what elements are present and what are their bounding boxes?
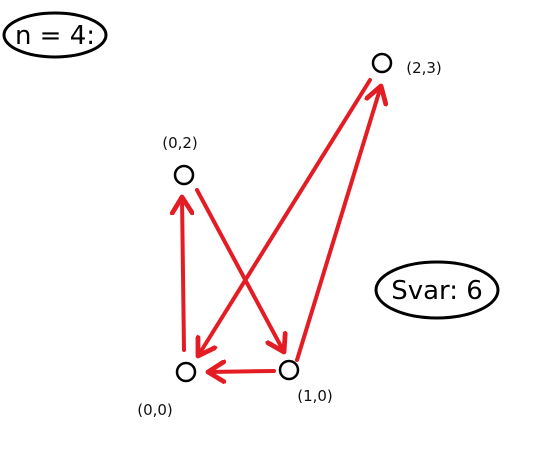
header-label: n = 4: <box>15 21 95 51</box>
header-ellipse <box>2 11 108 59</box>
node-0-2: (0,2) <box>162 134 198 186</box>
node-label: (1,0) <box>297 387 333 405</box>
node-circle <box>175 361 197 383</box>
answer-badge: Svar: 6 <box>374 260 500 320</box>
node-0-0: (0,0) <box>137 361 197 419</box>
edges-group <box>182 78 381 372</box>
edge-1-0-to-2-3 <box>295 86 381 362</box>
node-label: (0,0) <box>137 401 173 419</box>
header-badge: n = 4: <box>2 11 108 59</box>
edge-0-0-to-0-2 <box>182 197 184 352</box>
node-1-0: (1,0) <box>278 359 333 405</box>
answer-ellipse <box>374 260 500 320</box>
nodes-group: (0,0) (1,0) (0,2) (2,3) <box>137 52 442 419</box>
node-circle <box>371 52 393 74</box>
node-2-3: (2,3) <box>371 52 442 77</box>
node-label: (2,3) <box>406 59 442 77</box>
node-circle <box>278 359 300 381</box>
edge-2-3-to-0-0 <box>198 78 372 356</box>
edge-0-2-to-1-0 <box>195 188 284 352</box>
node-circle <box>173 164 195 186</box>
answer-label: Svar: 6 <box>391 276 483 306</box>
node-label: (0,2) <box>162 134 198 152</box>
edge-1-0-to-0-0 <box>208 371 276 372</box>
